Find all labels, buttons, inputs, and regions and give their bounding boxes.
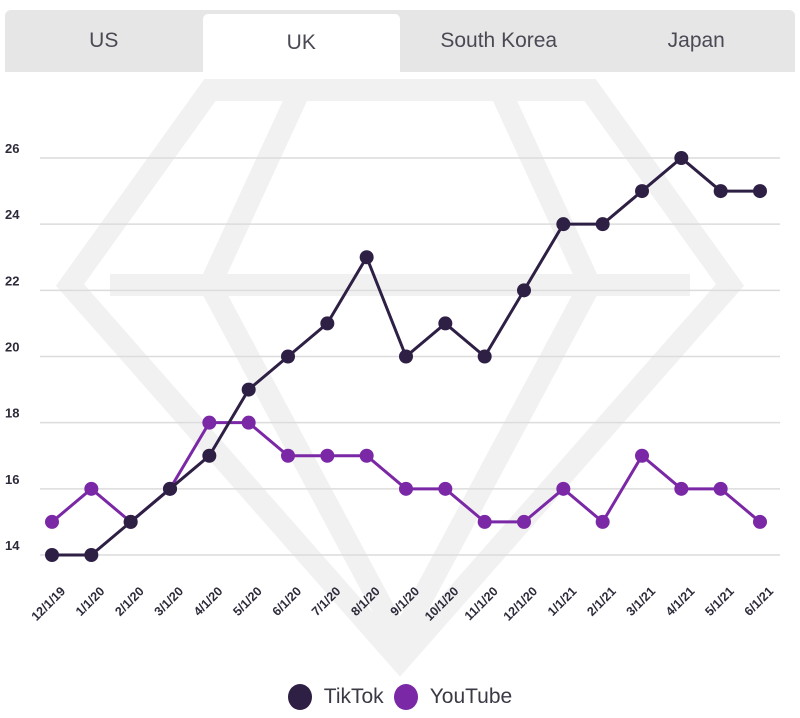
youtube-line bbox=[51, 421, 761, 525]
tiktok-point[interactable] bbox=[163, 481, 177, 496]
x-tick-label: 3/1/21 bbox=[624, 584, 659, 619]
youtube-point[interactable] bbox=[753, 514, 767, 529]
tiktok-point[interactable] bbox=[45, 548, 59, 562]
y-tick-label: 16 bbox=[5, 472, 19, 487]
tiktok-point[interactable] bbox=[359, 250, 374, 265]
x-tick-label: 1/1/21 bbox=[545, 584, 580, 619]
x-tick-label: 4/1/21 bbox=[663, 584, 698, 619]
youtube-point[interactable] bbox=[359, 448, 374, 463]
youtube-swatch bbox=[393, 684, 418, 710]
youtube-point[interactable] bbox=[202, 415, 217, 430]
youtube-point[interactable] bbox=[399, 481, 413, 496]
youtube-point[interactable] bbox=[281, 448, 295, 463]
legend-label: TikTok bbox=[323, 685, 384, 708]
youtube-point[interactable] bbox=[556, 481, 571, 496]
y-tick-label: 14 bbox=[5, 538, 20, 553]
tiktok-point[interactable] bbox=[595, 217, 610, 232]
tab-japan[interactable]: Japan bbox=[667, 29, 725, 52]
watermark-diamond bbox=[55, 79, 745, 677]
youtube-point[interactable] bbox=[320, 448, 335, 463]
legend-label: YouTube bbox=[429, 685, 513, 708]
tiktok-point[interactable] bbox=[477, 349, 492, 364]
youtube-point[interactable] bbox=[674, 481, 689, 496]
tiktok-point[interactable] bbox=[123, 514, 138, 529]
tiktok-point[interactable] bbox=[399, 349, 413, 364]
youtube-point[interactable] bbox=[477, 514, 492, 529]
x-tick-label: 2/1/20 bbox=[112, 584, 147, 619]
tiktok-point[interactable] bbox=[635, 184, 649, 199]
x-tick-label: 6/1/20 bbox=[270, 584, 305, 619]
x-tick-label: 12/1/19 bbox=[29, 584, 68, 623]
tiktok-point[interactable] bbox=[84, 548, 99, 562]
youtube-point[interactable] bbox=[517, 514, 531, 529]
tab-us[interactable]: US bbox=[89, 29, 119, 52]
y-tick-label: 18 bbox=[5, 406, 19, 421]
x-tick-label: 1/1/20 bbox=[73, 584, 108, 619]
tiktok-point[interactable] bbox=[438, 316, 453, 331]
youtube-point[interactable] bbox=[635, 448, 649, 463]
legend: TikTok YouTube bbox=[0, 684, 800, 710]
country-tabs: US UK South Korea Japan bbox=[5, 10, 795, 72]
x-tick-label: 12/1/20 bbox=[501, 584, 540, 623]
tiktok-swatch bbox=[287, 684, 312, 710]
x-tick-label: 3/1/20 bbox=[152, 584, 187, 619]
y-tick-label: 20 bbox=[5, 340, 19, 355]
x-tick-label: 2/1/21 bbox=[584, 584, 619, 619]
tiktok-point[interactable] bbox=[517, 283, 531, 298]
tiktok-point[interactable] bbox=[320, 316, 335, 331]
y-tick-label: 24 bbox=[5, 207, 20, 222]
x-tick-label: 5/1/21 bbox=[702, 584, 737, 619]
tiktok-point[interactable] bbox=[202, 448, 217, 463]
tiktok-point[interactable] bbox=[713, 184, 728, 199]
youtube-point[interactable] bbox=[84, 481, 99, 496]
youtube-point[interactable] bbox=[438, 481, 453, 496]
x-tick-label: 5/1/20 bbox=[230, 584, 265, 619]
tab-south-korea[interactable]: South Korea bbox=[440, 29, 558, 52]
x-tick-label: 6/1/21 bbox=[742, 584, 777, 619]
tiktok-point[interactable] bbox=[753, 184, 767, 199]
y-tick-label: 22 bbox=[5, 273, 19, 288]
youtube-point[interactable] bbox=[713, 481, 728, 496]
x-tick-label: 4/1/20 bbox=[191, 584, 226, 619]
youtube-point[interactable] bbox=[45, 514, 59, 529]
tiktok-point[interactable] bbox=[674, 151, 689, 165]
tab-uk[interactable]: UK bbox=[202, 14, 400, 72]
youtube-point[interactable] bbox=[241, 415, 256, 430]
tiktok-point[interactable] bbox=[241, 382, 256, 397]
legend-item-tiktok[interactable]: TikTok bbox=[287, 684, 384, 710]
tiktok-point[interactable] bbox=[556, 217, 571, 232]
tiktok-point[interactable] bbox=[281, 349, 295, 364]
youtube-point[interactable] bbox=[595, 514, 610, 529]
legend-item-youtube[interactable]: YouTube bbox=[393, 684, 513, 710]
y-tick-label: 26 bbox=[5, 141, 19, 156]
